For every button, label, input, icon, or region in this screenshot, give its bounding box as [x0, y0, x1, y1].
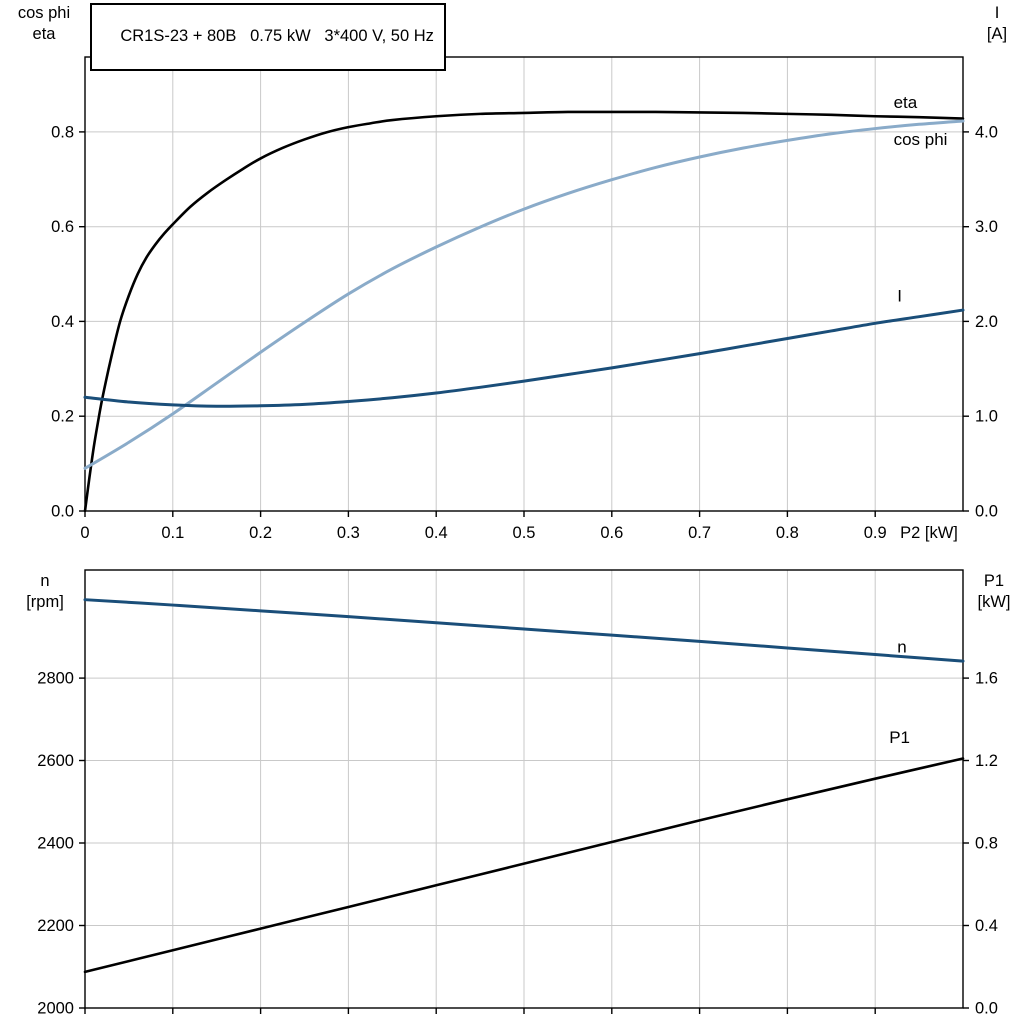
- series-label-i: I: [897, 287, 902, 306]
- left-axis-title-line1: cos phi: [17, 4, 71, 22]
- series-label-p1: P1: [889, 728, 910, 747]
- tick-label-left: 2000: [37, 1000, 74, 1018]
- tick-label-left: 0.6: [51, 218, 74, 236]
- bottom-left-axis-title: n [rpm]: [12, 571, 78, 613]
- series-label-eta: eta: [894, 93, 918, 112]
- right-axis-title-line1: I: [994, 4, 1000, 22]
- tick-label-x: 0.3: [337, 524, 360, 542]
- curve-p1: [83, 757, 965, 974]
- tick-label-x: 0.4: [425, 524, 448, 542]
- tick-label-right: 0.4: [975, 917, 998, 935]
- chart-title-box: CR1S-23 + 80B 0.75 kW 3*400 V, 50 Hz: [90, 3, 446, 71]
- right-axis-title-line2: [A]: [986, 25, 1008, 43]
- tick-label-right: 1.6: [975, 670, 998, 688]
- tick-label-x: 0.8: [776, 524, 799, 542]
- tick-label-right: 2.0: [975, 313, 998, 331]
- curve-i: [83, 308, 965, 408]
- tick-label-left: 0.8: [51, 123, 74, 141]
- speed-axis-title-line1: n: [40, 572, 50, 590]
- top-left-axis-title: cos phi eta: [6, 3, 82, 45]
- top-right-axis-title: I [A]: [974, 3, 1020, 45]
- tick-label-right: 0.8: [975, 835, 998, 853]
- tick-label-right: 1.0: [975, 408, 998, 426]
- tick-label-x: 0.6: [600, 524, 623, 542]
- tick-label-right: 4.0: [975, 123, 998, 141]
- tick-label-right: 0.0: [975, 503, 998, 521]
- tick-label-right: 0.0: [975, 1000, 998, 1018]
- curve-n: [83, 598, 965, 663]
- tick-label-x: 0.7: [688, 524, 711, 542]
- tick-label-left: 2800: [37, 670, 74, 688]
- tick-label-left: 0.0: [51, 503, 74, 521]
- left-axis-title-line2: eta: [32, 25, 56, 43]
- speed-axis-title-line2: [rpm]: [26, 593, 64, 611]
- power-axis-title-line1: P1: [983, 572, 1005, 590]
- series-label-n: n: [897, 638, 906, 657]
- series-label-cos-phi: cos phi: [894, 130, 948, 149]
- bottom-right-axis-title: P1 [kW]: [968, 571, 1020, 613]
- tick-label-left: 2600: [37, 752, 74, 770]
- curve-cos-phi: [83, 119, 965, 470]
- tick-label-right: 1.2: [975, 752, 998, 770]
- tick-label-x: 0.2: [249, 524, 272, 542]
- tick-label-x: 0.9: [864, 524, 887, 542]
- chart-title: CR1S-23 + 80B 0.75 kW 3*400 V, 50 Hz: [120, 27, 434, 45]
- tick-label-left: 2400: [37, 835, 74, 853]
- power-axis-title-line2: [kW]: [977, 593, 1011, 611]
- curve-eta: [83, 110, 965, 513]
- tick-label-x: 0: [80, 524, 89, 542]
- tick-label-x: 0.1: [161, 524, 184, 542]
- tick-label-left: 0.4: [51, 313, 74, 331]
- x-axis-unit-label: P2 [kW]: [900, 524, 958, 542]
- tick-label-left: 0.2: [51, 408, 74, 426]
- tick-label-right: 3.0: [975, 218, 998, 236]
- tick-label-x: 0.5: [513, 524, 536, 542]
- tick-label-left: 2200: [37, 917, 74, 935]
